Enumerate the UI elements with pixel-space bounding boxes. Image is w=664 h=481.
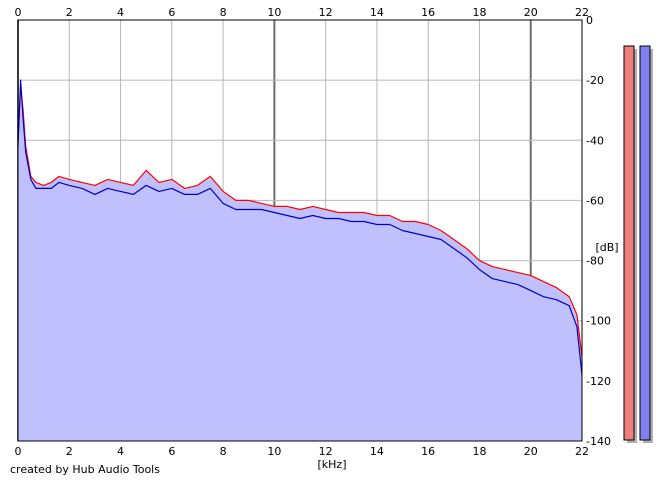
plot-border <box>17 19 583 442</box>
x-tick-label-top: 18 <box>472 6 486 19</box>
x-tick-label-bottom: 16 <box>421 445 435 458</box>
x-tick-label-top: 0 <box>15 6 22 19</box>
y-axis-label: [dB] <box>595 241 618 254</box>
x-tick-label-bottom: 8 <box>220 445 227 458</box>
y-tick-label: -60 <box>586 194 604 207</box>
y-tick-label: -120 <box>586 375 611 388</box>
spectrum-fill <box>18 80 582 441</box>
x-tick-label-top: 20 <box>524 6 538 19</box>
x-tick-label-top: 10 <box>267 6 281 19</box>
y-tick-labels: 0 -20 -40 -60 -80 -100 -120 -140 <box>586 14 611 448</box>
x-tick-label-top: 12 <box>319 6 333 19</box>
x-tick-label-top: 14 <box>370 6 384 19</box>
x-tick-label-top: 4 <box>117 6 124 19</box>
series-line-blue <box>17 79 583 375</box>
series-line-red <box>17 85 583 357</box>
x-tick-label-top: 6 <box>168 6 175 19</box>
x-tick-label-bottom: 22 <box>575 445 589 458</box>
y-tick-label: -80 <box>586 255 604 268</box>
credit-text: created by Hub Audio Tools <box>10 463 160 476</box>
level-meter-left <box>623 45 635 441</box>
level-meters <box>623 45 653 443</box>
x-tick-labels-top: 0 2 4 6 8 10 12 14 16 18 20 22 <box>15 6 590 19</box>
x-tick-label-bottom: 2 <box>66 445 73 458</box>
x-tick-label-bottom: 6 <box>168 445 175 458</box>
x-axis-label: [kHz] <box>318 458 347 471</box>
x-tick-label-bottom: 10 <box>267 445 281 458</box>
x-tick-label-top: 22 <box>575 6 589 19</box>
x-tick-label-bottom: 4 <box>117 445 124 458</box>
x-tick-label-bottom: 0 <box>15 445 22 458</box>
x-tick-label-bottom: 18 <box>472 445 486 458</box>
level-meter-right <box>639 45 651 441</box>
x-tick-labels-bottom: 0 2 4 6 8 10 12 14 16 18 20 22 <box>15 445 590 458</box>
y-tick-label: -20 <box>586 74 604 87</box>
x-tick-label-bottom: 12 <box>319 445 333 458</box>
x-tick-label-top: 8 <box>220 6 227 19</box>
y-tick-label: 0 <box>586 14 593 27</box>
y-tick-label: -100 <box>586 315 611 328</box>
x-tick-label-top: 16 <box>421 6 435 19</box>
x-tick-label-bottom: 20 <box>524 445 538 458</box>
spectrum-series <box>17 79 583 375</box>
x-tick-label-top: 2 <box>66 6 73 19</box>
x-tick-label-bottom: 14 <box>370 445 384 458</box>
y-tick-label: -140 <box>586 435 611 448</box>
y-tick-label: -40 <box>586 134 604 147</box>
spectrum-area <box>18 80 582 441</box>
plot-frame <box>17 19 583 442</box>
